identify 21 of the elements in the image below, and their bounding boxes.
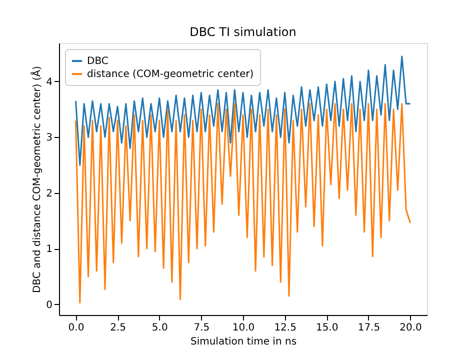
x-tick-label: 7.5 — [194, 322, 210, 334]
y-tick-label: 3 — [46, 132, 52, 144]
x-tick-label: 17.5 — [358, 322, 380, 334]
x-tick-label: 15.0 — [316, 322, 338, 334]
x-tick-label: 10.0 — [232, 322, 255, 334]
y-axis-title: DBC and distance COM-geometric center) (Å) — [30, 66, 44, 294]
y-tick-label: 2 — [46, 188, 52, 200]
legend-label: distance (COM-geometric center) — [87, 69, 254, 80]
line-series — [74, 56, 412, 166]
y-tick-label: 0 — [46, 300, 52, 311]
x-axis-title: Simulation time in ns — [190, 336, 297, 348]
line-series — [74, 103, 412, 304]
y-tick-label: 1 — [46, 244, 52, 256]
x-tick-label: 0.0 — [68, 322, 84, 334]
x-tick-label: 20.0 — [400, 322, 422, 334]
chart-title: DBC TI simulation — [190, 25, 296, 39]
x-tick-label: 2.5 — [110, 322, 126, 334]
y-tick-label: 4 — [46, 76, 52, 88]
x-tick-label: 12.5 — [274, 322, 296, 334]
x-tick-label: 5.0 — [152, 322, 168, 334]
legend-label: DBC — [87, 56, 108, 67]
